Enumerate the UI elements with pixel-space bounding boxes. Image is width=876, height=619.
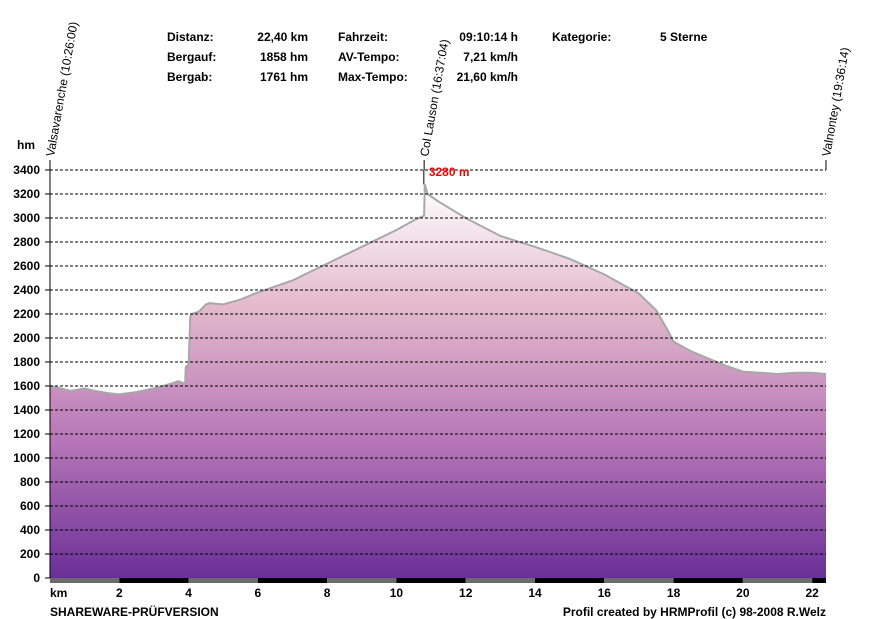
- km-bar-segment-2: [188, 578, 258, 583]
- y-tick-label-3400: 3400: [13, 163, 40, 177]
- stats-panel: Distanz: 22,40 km Bergauf: 1858 hm Berga…: [0, 30, 876, 90]
- km-bar-segment-10: [742, 578, 813, 583]
- x-axis-label: km: [50, 586, 67, 600]
- elevation-outline: [49, 184, 827, 396]
- km-bar-segment-6: [465, 578, 535, 583]
- x-tick-label-8: 8: [324, 586, 331, 600]
- km-bar-segment-7: [535, 578, 605, 583]
- avtempo-label: AV-Tempo:: [338, 50, 400, 64]
- x-tick-label-10: 10: [390, 586, 404, 600]
- maxtempo-label: Max-Tempo:: [338, 70, 408, 84]
- y-tick-label-2000: 2000: [13, 331, 40, 345]
- km-bar-segment-8: [604, 578, 674, 583]
- fahrzeit-label: Fahrzeit:: [338, 30, 389, 44]
- x-tick-label-20: 20: [736, 586, 750, 600]
- km-bar-segment-11: [812, 578, 826, 583]
- x-tick-label-14: 14: [528, 586, 542, 600]
- x-tick-label-18: 18: [667, 586, 681, 600]
- y-tick-label-400: 400: [20, 523, 40, 537]
- x-tick-label-6: 6: [255, 586, 262, 600]
- distanz-value: 22,40 km: [257, 30, 308, 44]
- maxtempo-value: 21,60 km/h: [456, 70, 518, 84]
- bergauf-value: 1858 hm: [259, 50, 308, 64]
- bergauf-label: Bergauf:: [167, 50, 217, 64]
- y-tick-label-600: 600: [20, 499, 40, 513]
- km-bar-segment-4: [327, 578, 397, 583]
- y-tick-label-0: 0: [33, 571, 40, 585]
- km-bar-segment-3: [257, 578, 328, 583]
- y-tick-label-2800: 2800: [13, 235, 40, 249]
- km-bar-segment-0: [50, 578, 120, 583]
- y-tick-label-1000: 1000: [13, 451, 40, 465]
- x-tick-label-12: 12: [459, 586, 473, 600]
- y-tick-label-2200: 2200: [13, 307, 40, 321]
- y-tick-label-2400: 2400: [13, 283, 40, 297]
- x-tick-label-4: 4: [185, 586, 192, 600]
- y-tick-label-3000: 3000: [13, 211, 40, 225]
- y-tick-label-1200: 1200: [13, 427, 40, 441]
- y-axis-label: hm: [17, 138, 35, 152]
- shareware-notice: SHAREWARE-PRÜFVERSION: [50, 605, 219, 619]
- bergab-value: 1761 hm: [259, 70, 308, 84]
- distanz-label: Distanz:: [167, 30, 214, 44]
- x-tick-label-22: 22: [805, 586, 819, 600]
- elevation-area: [50, 184, 826, 578]
- km-bar-segment-9: [673, 578, 743, 583]
- bergab-label: Bergab:: [167, 70, 213, 84]
- kategorie-label: Kategorie:: [552, 30, 612, 44]
- y-tick-label-1600: 1600: [13, 379, 40, 393]
- fahrzeit-value: 09:10:14 h: [459, 30, 518, 44]
- km-bar-segment-1: [119, 578, 189, 583]
- credit-text: Profil created by HRMProfil (c) 98-2008 …: [562, 605, 826, 619]
- y-tick-label-2600: 2600: [13, 259, 40, 273]
- avtempo-value: 7,21 km/h: [463, 50, 518, 64]
- kategorie-value: 5 Sterne: [660, 30, 708, 44]
- x-tick-label-16: 16: [598, 586, 612, 600]
- y-tick-label-1400: 1400: [13, 403, 40, 417]
- peak-label: 3280 m: [429, 165, 470, 179]
- y-tick-label-800: 800: [20, 475, 40, 489]
- y-tick-label-1800: 1800: [13, 355, 40, 369]
- y-tick-label-200: 200: [20, 547, 40, 561]
- y-tick-label-3200: 3200: [13, 187, 40, 201]
- km-bar-segment-5: [396, 578, 466, 583]
- x-tick-label-2: 2: [116, 586, 123, 600]
